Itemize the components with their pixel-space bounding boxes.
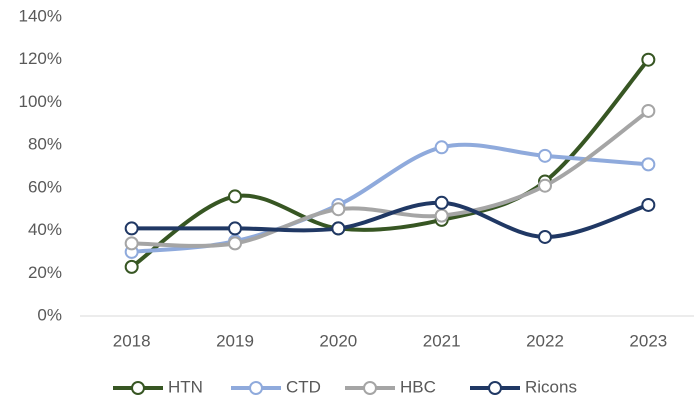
legend-label: Ricons — [525, 377, 577, 396]
series-line — [131, 200, 649, 239]
legend-marker — [131, 381, 145, 395]
y-tick-label: 100% — [19, 92, 62, 111]
series-marker — [124, 259, 139, 274]
x-tick-label: 2022 — [526, 331, 564, 350]
y-tick-label: 0% — [37, 305, 62, 324]
series-marker — [124, 221, 139, 236]
x-tick-label: 2019 — [216, 331, 254, 350]
y-tick-label: 120% — [19, 49, 62, 68]
x-tick-label: 2023 — [629, 331, 667, 350]
series-marker — [641, 103, 656, 118]
series-line — [130, 58, 650, 269]
series-marker — [641, 157, 656, 172]
series-marker — [331, 221, 346, 236]
y-tick-label: 40% — [28, 220, 62, 239]
series-marker — [124, 236, 139, 251]
series-marker — [228, 236, 242, 251]
y-tick-label: 20% — [28, 263, 62, 282]
series-marker — [434, 140, 449, 155]
legend-label: CTD — [286, 377, 321, 396]
series-marker — [228, 221, 242, 236]
series-marker — [538, 178, 552, 193]
legend-marker — [363, 381, 377, 395]
series-marker — [434, 208, 449, 223]
series-marker — [331, 202, 346, 217]
legend-label: HTN — [168, 377, 203, 396]
series-marker — [641, 197, 656, 212]
series-marker — [228, 189, 242, 204]
y-tick-label: 80% — [28, 135, 62, 154]
y-tick-label: 140% — [19, 6, 62, 25]
legend-label: HBC — [400, 377, 436, 396]
series-marker — [538, 229, 552, 244]
x-tick-label: 2021 — [423, 331, 461, 350]
series-marker — [434, 195, 449, 210]
series-line — [131, 109, 650, 248]
y-tick-label: 60% — [28, 177, 62, 196]
series-marker — [538, 148, 552, 163]
series-marker — [641, 52, 656, 67]
series-line — [131, 142, 649, 254]
x-tick-label: 2018 — [113, 331, 151, 350]
legend-marker — [249, 381, 263, 395]
legend-marker — [488, 381, 502, 395]
x-tick-label: 2020 — [319, 331, 357, 350]
